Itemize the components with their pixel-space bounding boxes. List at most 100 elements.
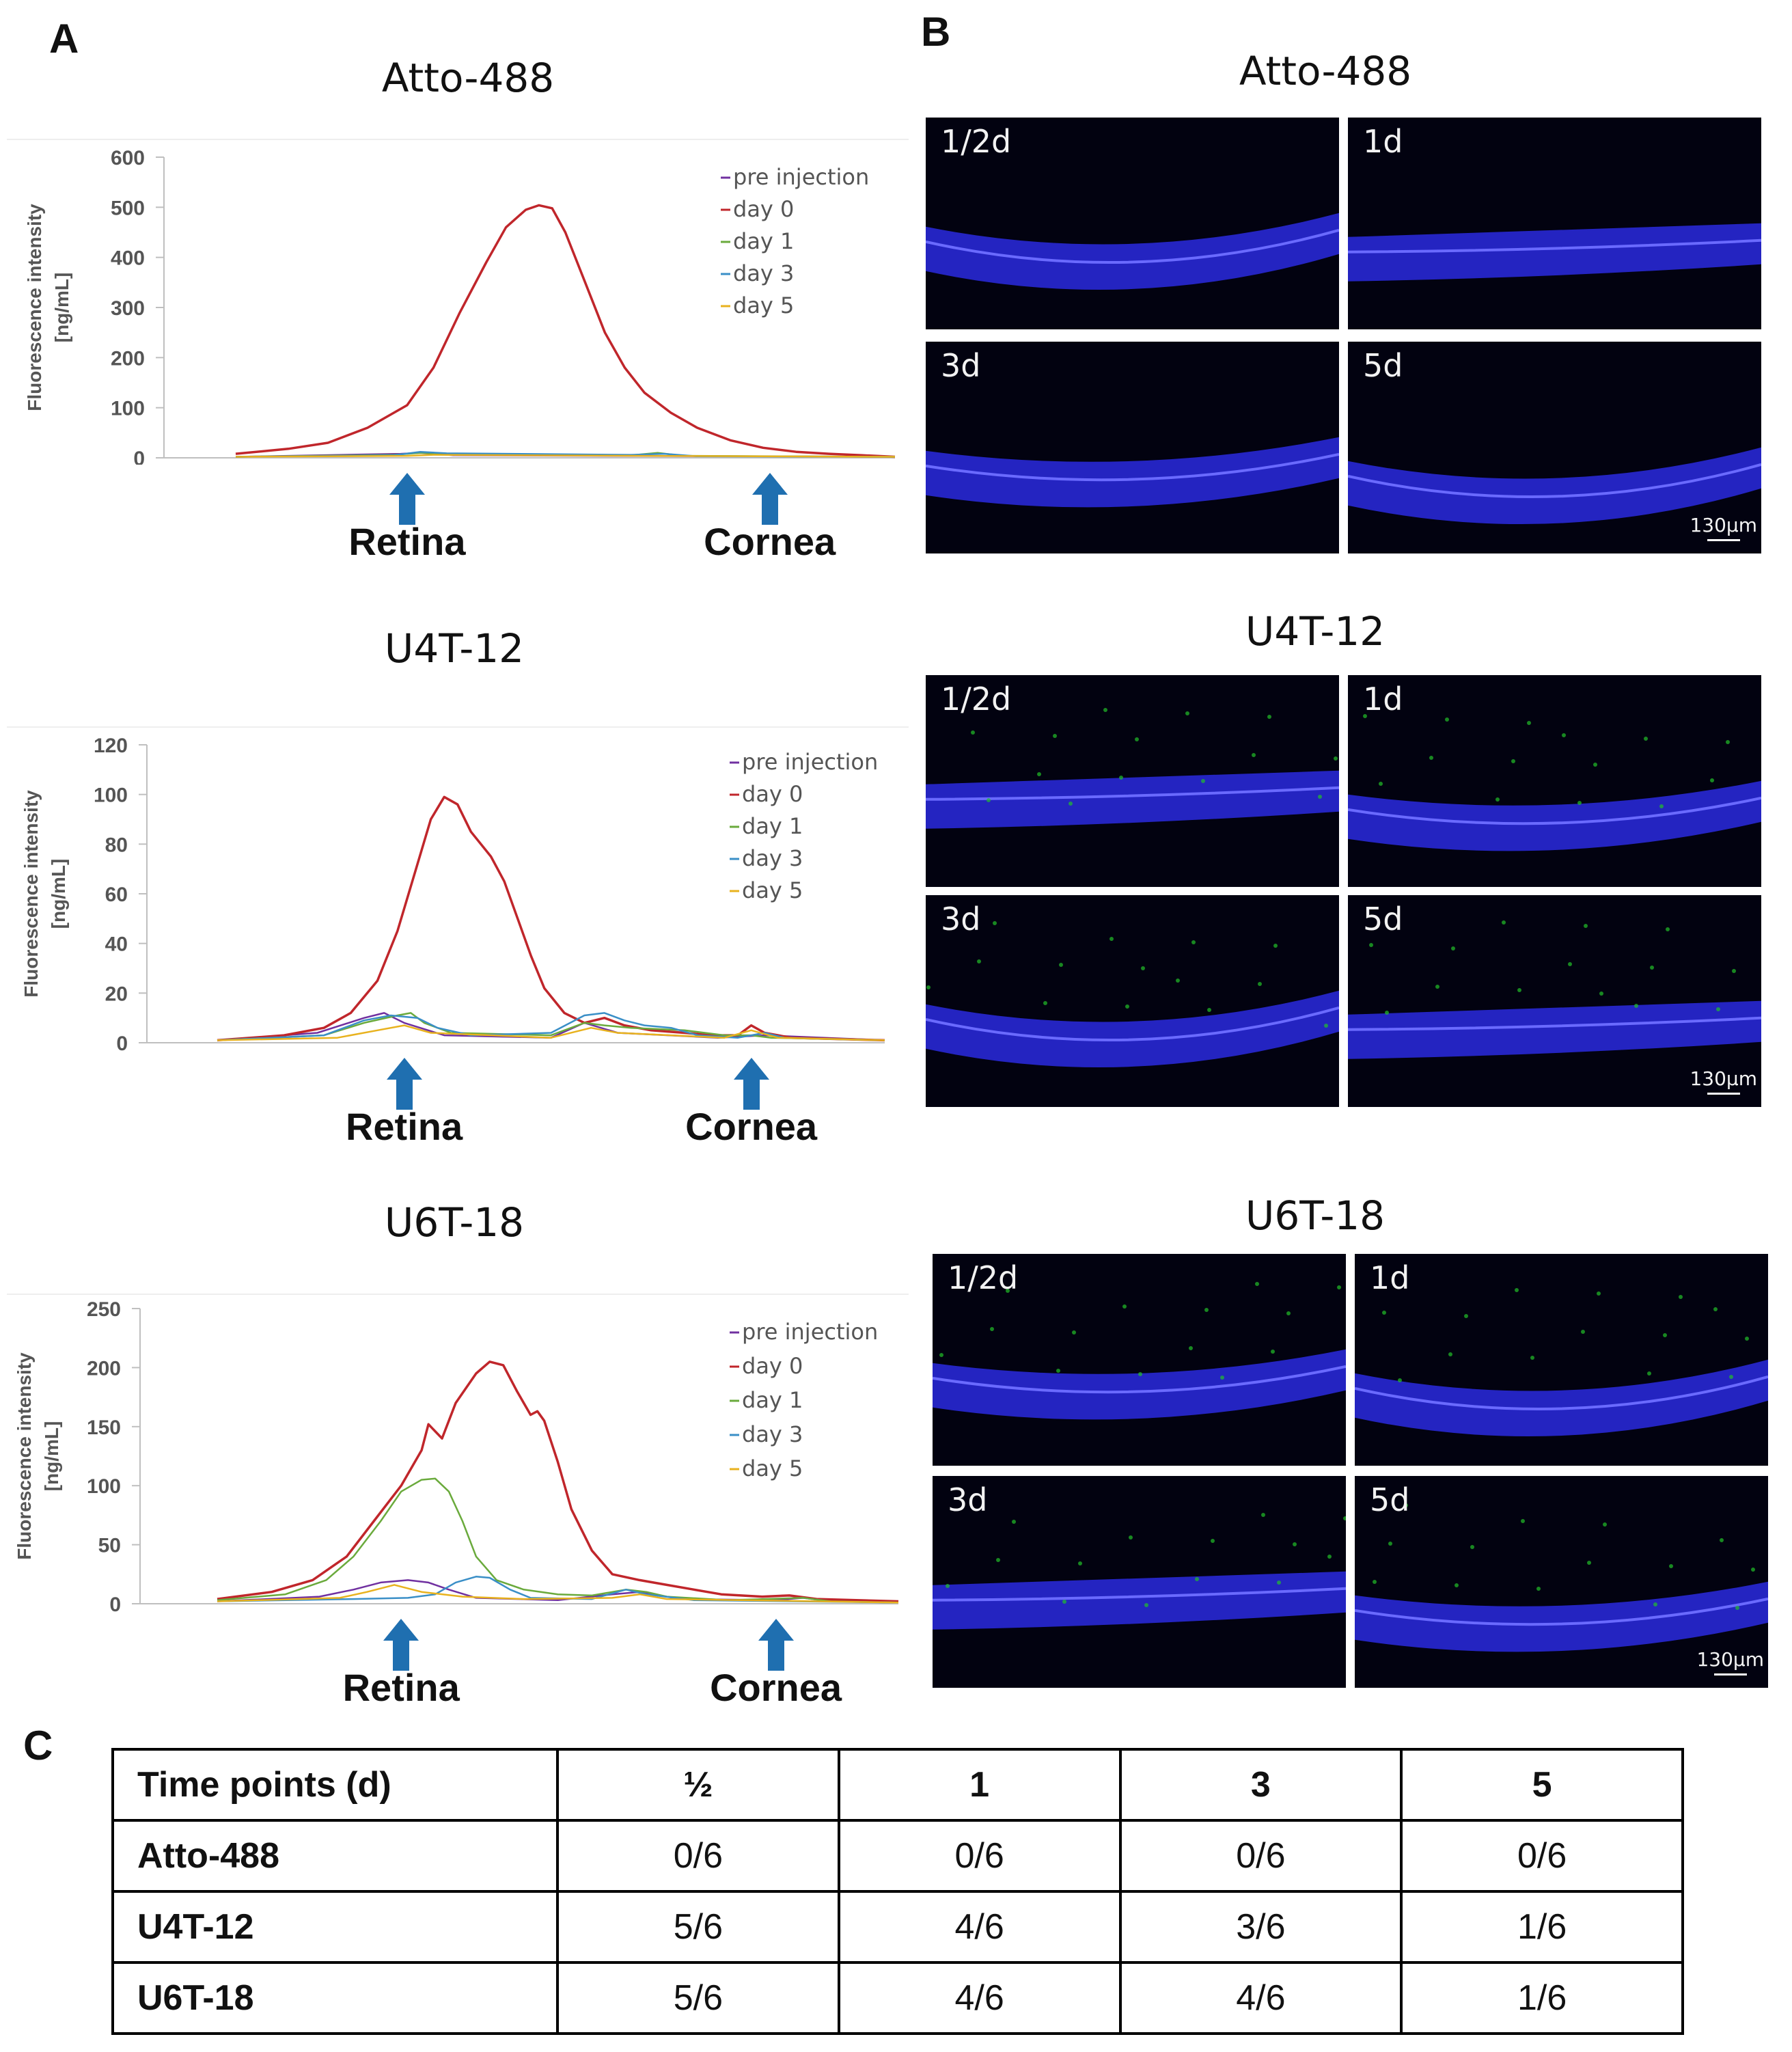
signal-dot [1191,940,1196,944]
legend-label: day 5 [742,877,803,903]
micrograph-tile: 1d [1348,675,1761,887]
table-header-cell: 3 [1118,1748,1403,1822]
signal-dot [1125,1004,1129,1009]
tissue-layer-image [1348,447,1761,525]
table-cell: 4/6 [837,1961,1122,2035]
chart-title-atto: Atto-488 [381,55,555,101]
signal-dot [1470,1545,1474,1549]
micrograph-timepoint-label: 3d [948,1481,988,1518]
signal-dot [926,985,931,989]
table-row-head: U6T-18 [111,1961,559,2035]
panel-letter-b: B [921,9,951,55]
signal-dot [1568,962,1572,966]
y-tick-label: 400 [111,247,145,270]
tissue-layer-image [933,1282,1346,1420]
arrow-shape [386,1058,422,1110]
micrograph-tile: 3d [926,895,1339,1107]
signal-dot [1593,763,1597,767]
retina-layer-line [1348,796,1761,825]
scale-bar: 130µm [1690,1067,1757,1095]
tissue-layer-image [926,921,1339,1068]
series-line-d5 [217,1584,899,1604]
signal-dot [1337,1285,1341,1289]
micrograph-timepoint-label: 1/2d [941,123,1012,160]
table-cell: 5/6 [556,1890,840,1964]
signal-dot [1530,1356,1534,1360]
signal-dot [1053,734,1057,738]
series-line-d3 [217,1012,885,1041]
signal-dot [1363,714,1367,718]
signal-dot [1597,1291,1601,1296]
scale-bar-line [1713,1673,1747,1675]
series-line-d5 [217,1024,885,1041]
table-cell: 1/6 [1400,1890,1684,1964]
signal-dot [1255,1282,1259,1286]
micrograph-tile: 1/2d [926,675,1339,887]
retina-layer-line [1355,1375,1768,1411]
retina-arrow-label: Retina [342,1666,460,1709]
legend-label: day 0 [742,781,803,807]
signal-dot [1293,1542,1297,1546]
signal-dot [1062,1600,1066,1604]
tissue-layer-image [926,437,1339,508]
micrograph-timepoint-label: 1d [1363,681,1403,717]
table-header-cell: Time points (d) [111,1748,559,1822]
signal-dot [1324,1024,1328,1028]
signal-dot [1666,927,1670,931]
signal-dot [1369,943,1373,947]
y-axis-label-line: [ng/mL] [51,273,72,343]
scale-bar-label: 130µm [1690,514,1757,536]
signal-dot [1211,1539,1215,1543]
legend-label: day 5 [733,292,794,318]
panel-letter-a: A [49,16,79,61]
legend-label: pre injection [742,749,878,775]
signal-dot [1334,756,1338,761]
arrow-shape [752,473,788,525]
signal-dot [1037,772,1041,776]
micrograph-timepoint-label: 1d [1370,1259,1410,1296]
y-tick-label: 600 [111,147,145,169]
signal-dot [1634,1004,1638,1008]
retina-layer-band [1348,780,1761,851]
signal-dot [1729,1375,1733,1379]
signal-dot [1603,1522,1607,1527]
table-header-cell: 1 [837,1748,1122,1822]
signal-dot [1129,1535,1133,1540]
retina-layer-band [1355,1581,1768,1652]
signal-dot [1343,1516,1346,1520]
y-axis-label: Fluorescence intensity [ng/mL] [24,204,72,411]
table-header-row: Time points (d) ½ 1 3 5 [111,1748,1684,1822]
y-tick-label: 300 [111,297,145,320]
retina-layer-band [1348,223,1761,282]
signal-dot [939,1353,943,1357]
micrograph-tile: 5d 130µm [1348,342,1761,553]
y-axis-label-line: Fluorescence intensity [14,1352,35,1560]
table-cell: 3/6 [1118,1890,1403,1964]
micrograph-tile: 1d [1355,1254,1768,1466]
series-line-d0 [235,204,896,459]
signal-dot [1511,759,1515,763]
signal-dot [1271,1350,1275,1354]
retina-layer-band [933,1571,1346,1630]
arrow-shape [383,1619,419,1671]
signal-dot [1581,1330,1585,1334]
micrograph-timepoint-label: 1/2d [948,1259,1019,1296]
retina-arrow-icon [389,473,425,525]
scale-bar-line [1707,1093,1740,1095]
signal-dot [1716,1007,1720,1011]
table-header-cell: 5 [1400,1748,1684,1822]
y-tick-label: 50 [98,1535,121,1557]
legend-label: pre injection [742,1319,878,1345]
y-tick-label: 20 [105,983,128,1005]
retina-layer-line [1348,1016,1761,1031]
retina-layer-band [1348,1000,1761,1059]
signal-dot [1379,782,1383,786]
signal-dot [1464,1314,1468,1318]
signal-dot [1517,988,1521,992]
signal-dot [1373,1580,1377,1584]
signal-dot [1710,778,1714,782]
tissue-layer-image [1348,920,1761,1059]
table-cell: 0/6 [556,1819,840,1893]
retina-layer-band [926,770,1339,829]
tissue-layer-image [1348,714,1761,851]
